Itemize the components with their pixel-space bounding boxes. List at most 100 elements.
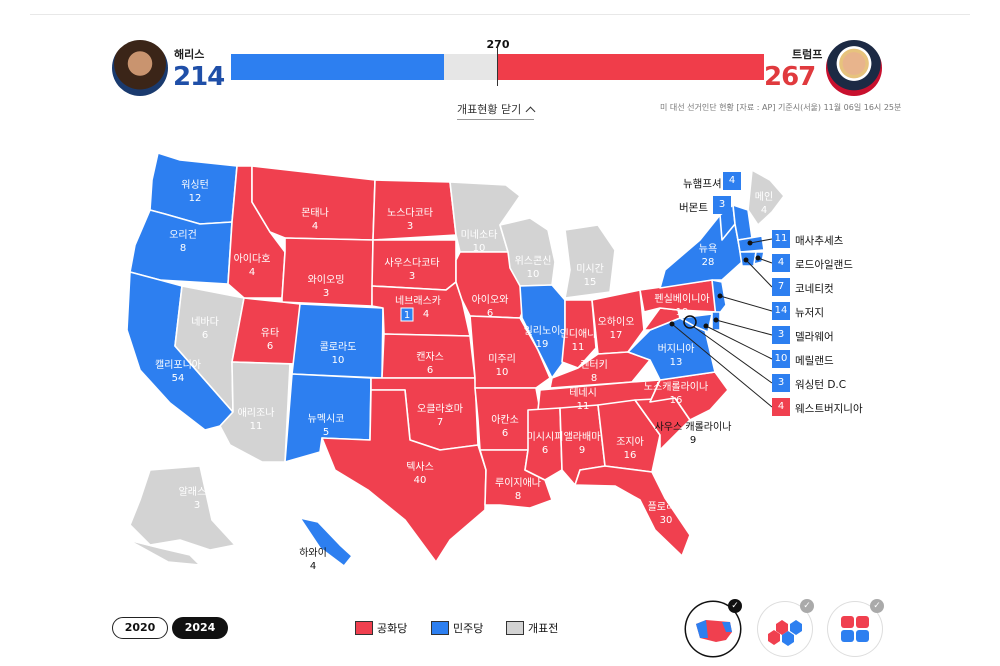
square-map-icon [841, 616, 869, 642]
state-ev-or: 8 [180, 243, 186, 254]
state-ev-mt: 4 [312, 221, 318, 232]
legend-rep: 공화당 [355, 620, 407, 636]
state-ev-id: 4 [249, 267, 255, 278]
square-map-view-button[interactable]: ✓ [828, 599, 884, 656]
state-ev-al: 9 [579, 445, 585, 456]
rep-progress [497, 54, 764, 80]
state-ev-ga: 16 [624, 450, 637, 461]
nebraska-split-value: 1 [404, 310, 410, 321]
state-ev-ms: 6 [542, 445, 548, 456]
trump-avatar [826, 40, 882, 96]
aleutian-shape [127, 539, 201, 566]
state-ev-mi: 15 [584, 277, 597, 288]
hex-map-view-button[interactable]: ✓ [758, 599, 814, 656]
state-co [291, 303, 384, 379]
dem-progress [231, 54, 445, 80]
state-ev-wa: 12 [189, 193, 202, 204]
close-results-toggle[interactable]: 개표현황 닫기 [457, 101, 536, 120]
state-ev-ky: 8 [591, 373, 597, 384]
state-ga [597, 399, 661, 473]
state-name-va: 버지니아 [658, 343, 695, 355]
state-name-tn: 테네시 [569, 387, 597, 399]
side-state-name: 웨스트버지니아 [795, 403, 863, 415]
state-ev-nv: 6 [202, 330, 208, 341]
state-wv [643, 307, 681, 331]
hawaii-shape [299, 517, 353, 567]
state-name-la: 루이지애나 [495, 477, 541, 489]
source-note: 미 대선 선거인단 현황 [자료 : AP] 기준시(서울) 11월 06일 1… [660, 103, 902, 112]
state-ev-co: 10 [332, 355, 345, 366]
state-name-tx: 텍사스 [406, 461, 434, 473]
state-ev-ny: 28 [702, 257, 715, 268]
state-il [519, 284, 566, 379]
state-name-me: 메인 [755, 191, 773, 203]
state-ak [129, 465, 236, 551]
state-name-nc: 노스캐롤라이나 [644, 381, 708, 393]
vt-ev: 3 [713, 196, 731, 214]
rep-swatch [355, 621, 373, 635]
threshold-line [497, 48, 498, 86]
state-name-ak: 알래스카 [179, 486, 216, 498]
state-fl [574, 465, 691, 557]
state-name-ut: 유타 [261, 327, 279, 339]
threshold-label: 270 [486, 38, 510, 51]
legend-dem: 민주당 [431, 620, 483, 636]
state-ev-ak: 3 [194, 500, 200, 511]
state-ev-ok: 7 [437, 417, 443, 428]
state-ev-pa: 19 [676, 307, 689, 318]
year-2020-button[interactable]: 2020 [112, 617, 168, 639]
state-name-ne: 네브래스카 [395, 295, 441, 307]
state-name-ar: 아칸소 [491, 414, 519, 426]
state-ev-il: 19 [536, 339, 549, 350]
state-map-icon [696, 620, 732, 642]
harris-avatar [112, 40, 168, 96]
new-jersey-shape [711, 279, 727, 319]
state-ev-ar: 6 [502, 428, 508, 439]
state-name-az: 애리조나 [238, 407, 275, 419]
state-ev-la: 8 [515, 491, 521, 502]
selected-check-icon: ✓ [728, 599, 742, 613]
leader-lines [671, 238, 773, 408]
state-ev-ca: 54 [172, 373, 185, 384]
state-mi [564, 224, 616, 299]
state-name-hi: 하와이 [299, 546, 327, 559]
state-ev-oh: 17 [610, 330, 623, 341]
state-name-nm: 뉴멕시코 [308, 413, 345, 425]
vt-label: 버몬트 [679, 202, 708, 214]
pending-legend-label: 개표전 [528, 622, 559, 635]
state-name-ks: 캔자스 [416, 351, 444, 363]
top-divider [30, 14, 970, 15]
hex-map-icon [768, 620, 802, 646]
harris-votes: 214 [173, 62, 225, 92]
state-name-pa: 펜실베이니아 [654, 293, 709, 305]
state-ev-nc: 16 [670, 395, 683, 406]
state-ev-wi: 10 [527, 269, 540, 280]
state-name-oh: 오하이오 [598, 315, 635, 328]
state-ev-mo: 10 [496, 367, 509, 378]
state-name-ms: 미시시피 [527, 431, 564, 443]
state-name-nv: 네바다 [191, 316, 219, 328]
state-name-al: 앨라배마 [564, 430, 601, 443]
side-state-ev: 3 [772, 326, 790, 344]
nh-label: 뉴햄프셔 [683, 178, 722, 190]
state-ne [371, 281, 471, 337]
state-map-view-button[interactable]: ✓ [686, 599, 742, 656]
side-state-ev: 3 [772, 374, 790, 392]
state-ev-nm: 5 [323, 427, 329, 438]
state-name-mn: 미네소타 [461, 229, 498, 241]
state-ev-tx: 40 [414, 475, 427, 486]
year-2024-button[interactable]: 2024 [172, 617, 228, 639]
state-name-ky: 켄터키 [580, 359, 608, 371]
rep-legend-label: 공화당 [377, 622, 408, 635]
state-name-wi: 위스콘신 [515, 254, 552, 267]
side-state-name: 워싱턴 D.C [795, 379, 847, 391]
check-icon: ✓ [800, 599, 814, 613]
electoral-progress-bar [231, 48, 764, 86]
state-ev-sc: 9 [690, 435, 696, 446]
state-name-ny: 뉴욕 [699, 243, 717, 255]
state-name-wy: 와이오밍 [308, 274, 345, 286]
state-name-in: 인디애나 [560, 328, 597, 340]
state-ev-in: 11 [572, 342, 585, 353]
state-name-mt: 몬태나 [301, 207, 329, 219]
state-ms [524, 407, 563, 481]
